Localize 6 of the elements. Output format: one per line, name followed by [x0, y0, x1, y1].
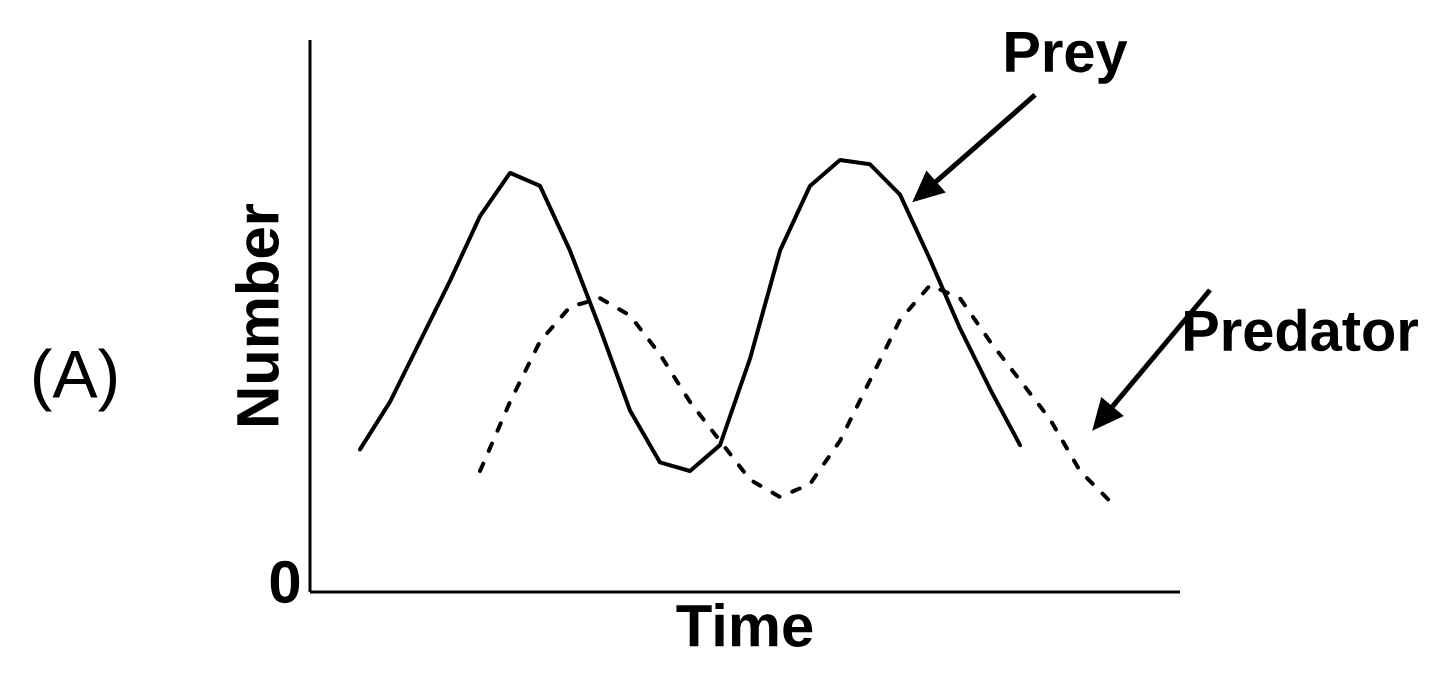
text: Predator: [1185, 308, 1418, 352]
x-axis-title: Time: [676, 603, 813, 647]
text: Prey: [1006, 32, 1128, 84]
text: (A): [34, 348, 116, 412]
text: 0: [270, 560, 300, 604]
y-axis-title: Number: [235, 203, 279, 425]
